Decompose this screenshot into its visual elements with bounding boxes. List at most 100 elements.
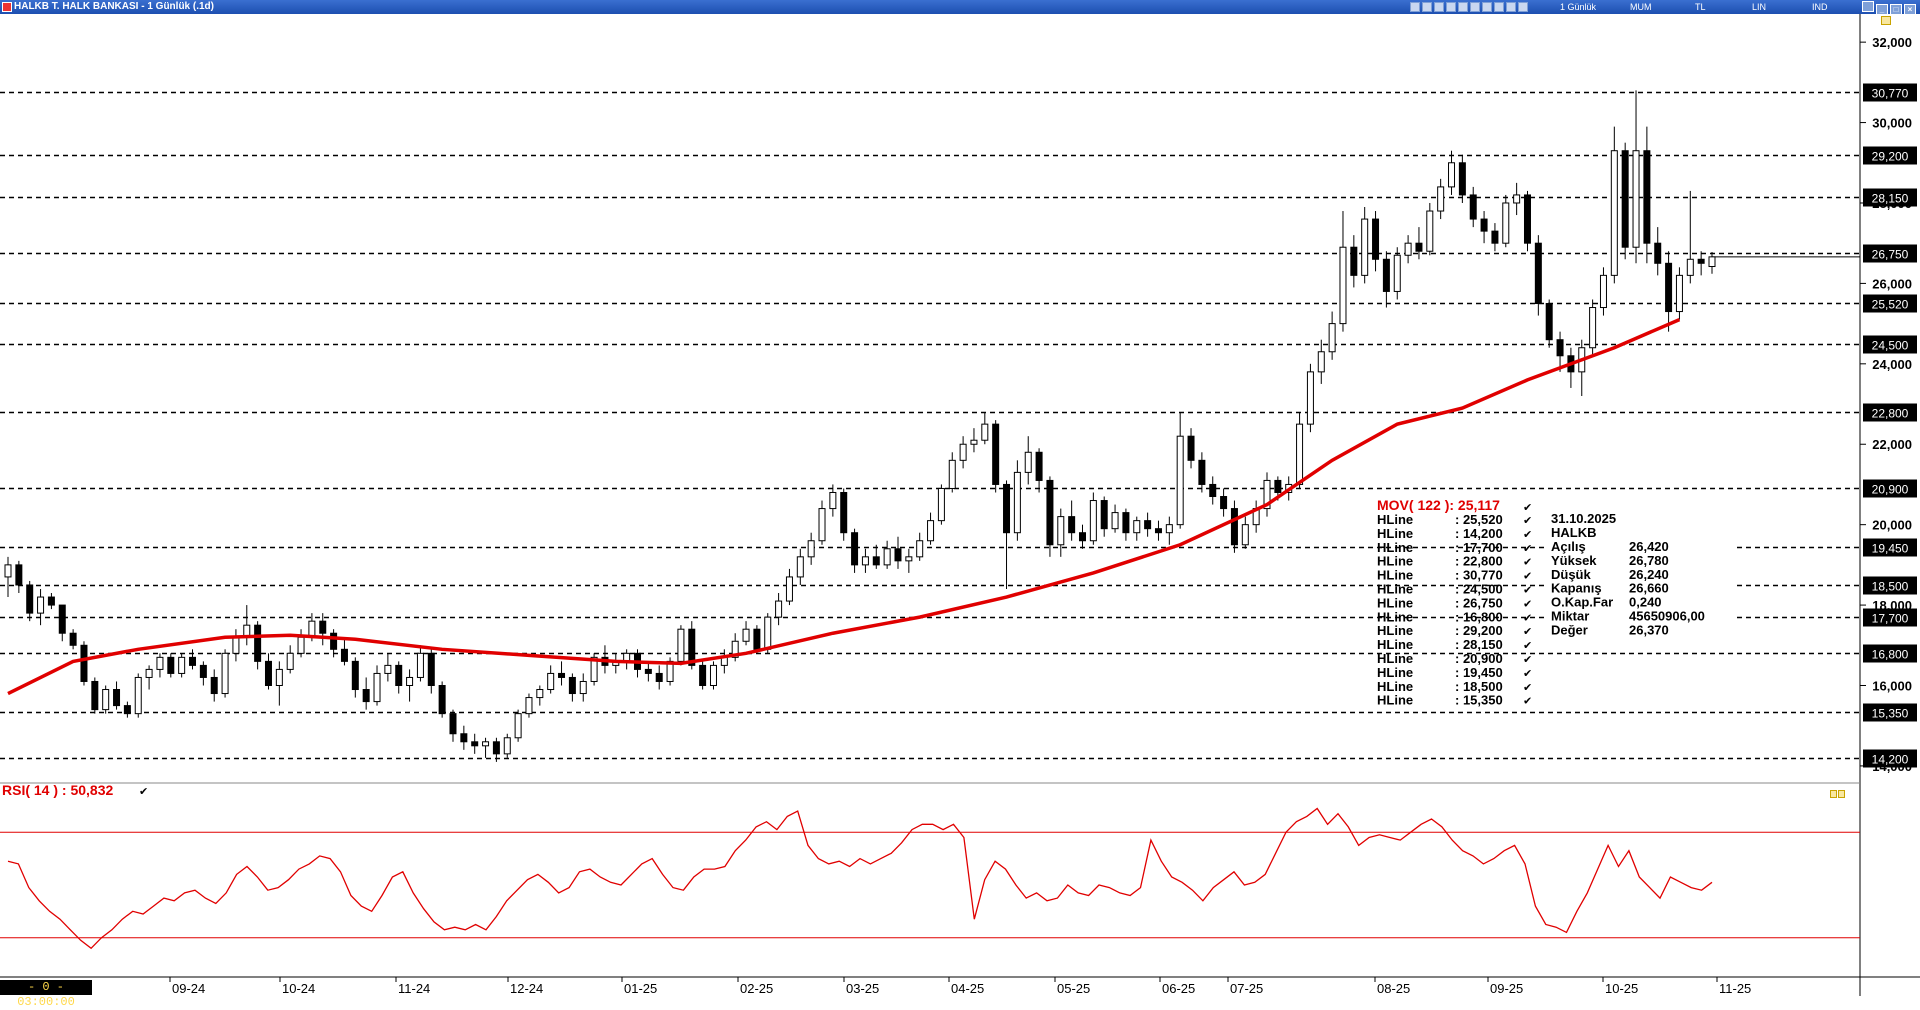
candle-body [1003,483,1011,534]
candle-body [1448,162,1456,188]
zoom-icon[interactable] [1410,2,1420,12]
hline-label-box [1863,479,1917,498]
candle-body [1154,528,1162,534]
hline-label-box [1863,538,1917,557]
window-buttons[interactable]: _ □ × [1860,1,1916,14]
line-tool-icon[interactable] [1434,2,1444,12]
price-tick-label: 30,000 [1872,116,1912,131]
candle-body [395,664,403,686]
price-tick-label: 32,000 [1872,35,1912,50]
candle-body [1545,303,1553,341]
hline-legend-name: HLine [1377,609,1413,624]
checkmark-icon: ✔ [1523,695,1532,708]
candle-body [178,656,186,674]
panel-menu-icon[interactable] [1881,16,1891,25]
compare-icon[interactable] [1518,2,1528,12]
time-tick-label: 02-25 [740,981,773,996]
clock-icon[interactable] [1506,2,1516,12]
candle-body [1610,150,1618,276]
candle-body [948,459,956,489]
scale-selector[interactable]: LIN [1752,2,1767,12]
hline-label-box [1863,644,1917,663]
checkmark-icon: ✔ [1523,625,1532,638]
candle-body [503,737,511,755]
status-time: - 0 - 03:00:00 [0,980,92,1009]
candle-body [330,632,338,650]
candle-body [156,656,164,670]
rsi-panel-icons[interactable] [1830,785,1846,803]
minimize-icon[interactable]: _ [1876,4,1888,14]
candle-body [1426,210,1434,252]
hline-legend-name: HLine [1377,595,1413,610]
hline-label: 20,900 [1872,483,1909,497]
toolbar-icons[interactable] [1410,2,1530,12]
indicator-icon[interactable] [1458,2,1468,12]
candle-body [1491,230,1499,244]
candle-body [992,423,1000,485]
time-tick-label: 11-24 [398,981,430,996]
candle-body [91,680,99,711]
period-selector[interactable]: 1 Günlük [1560,2,1597,12]
candle-body [959,443,967,461]
maximize-icon[interactable]: □ [1890,4,1902,14]
rsi-legend: RSI( 14 ) : 50,832 [2,782,113,798]
currency-selector[interactable]: TL [1695,2,1706,12]
candle-body [1176,435,1184,526]
hline-legend-value: : 17,700 [1455,540,1503,555]
candle-body [1708,256,1716,268]
panel-up-icon[interactable] [1830,790,1837,798]
template-icon[interactable] [1470,2,1480,12]
app-icon [2,2,12,12]
candle-body [1144,520,1152,530]
candle-body [69,632,77,646]
indicator-selector[interactable]: IND [1812,2,1828,12]
candle-body [1209,483,1217,498]
checkmark-icon: ✔ [1523,584,1532,597]
chart-type-selector[interactable]: MUM [1630,2,1652,12]
pin-icon[interactable] [1862,1,1874,12]
time-tick-label: 07-25 [1230,981,1263,996]
hline-label-box [1863,749,1917,768]
time-tick-label: 12-24 [510,981,543,996]
window-title: HALKB T. HALK BANKASI - 1 Günlük (.1d) [14,1,214,12]
candle-body [1632,150,1640,248]
pencil-icon[interactable] [1482,2,1492,12]
candle-body [1328,323,1336,353]
candle-body [1665,262,1673,313]
candle-body [1263,479,1271,510]
panel-down-icon[interactable] [1838,790,1845,798]
candle-body [1198,459,1206,485]
candle-body [254,624,262,662]
hline-label: 16,800 [1872,648,1909,662]
drawing-icon[interactable] [1422,2,1432,12]
info-key: Miktar [1551,609,1589,624]
candle-body [536,689,544,699]
hline-legend-value: : 20,900 [1455,651,1503,666]
candle-body [861,556,869,566]
hline-legend-value: : 14,200 [1455,526,1503,541]
checkmark-icon: ✔ [1523,501,1532,514]
hline-legend-name: HLine [1377,554,1413,569]
hline-label: 22,800 [1872,407,1909,421]
hline-label: 15,350 [1872,707,1909,721]
candle-body [568,676,576,695]
close-icon[interactable]: × [1904,4,1916,14]
candle-body [872,556,880,566]
settings-icon[interactable] [1446,2,1456,12]
hline-label-box [1863,188,1917,207]
candle-body [981,423,989,441]
candle-body [210,676,218,695]
candle-body [851,532,859,566]
candle-body [1697,258,1705,264]
brush-icon[interactable] [1494,2,1504,12]
hline-legend-value: : 29,200 [1455,623,1503,638]
hline-legend-value: : 18,500 [1455,679,1503,694]
info-key: Kapanış [1551,581,1602,596]
hline-label-box [1863,703,1917,722]
candle-body [547,672,555,691]
candle-body [1220,496,1228,510]
candle-body [37,596,45,614]
candle-body [1686,258,1694,276]
hline-label: 14,200 [1872,753,1909,767]
candle-body [264,660,272,686]
